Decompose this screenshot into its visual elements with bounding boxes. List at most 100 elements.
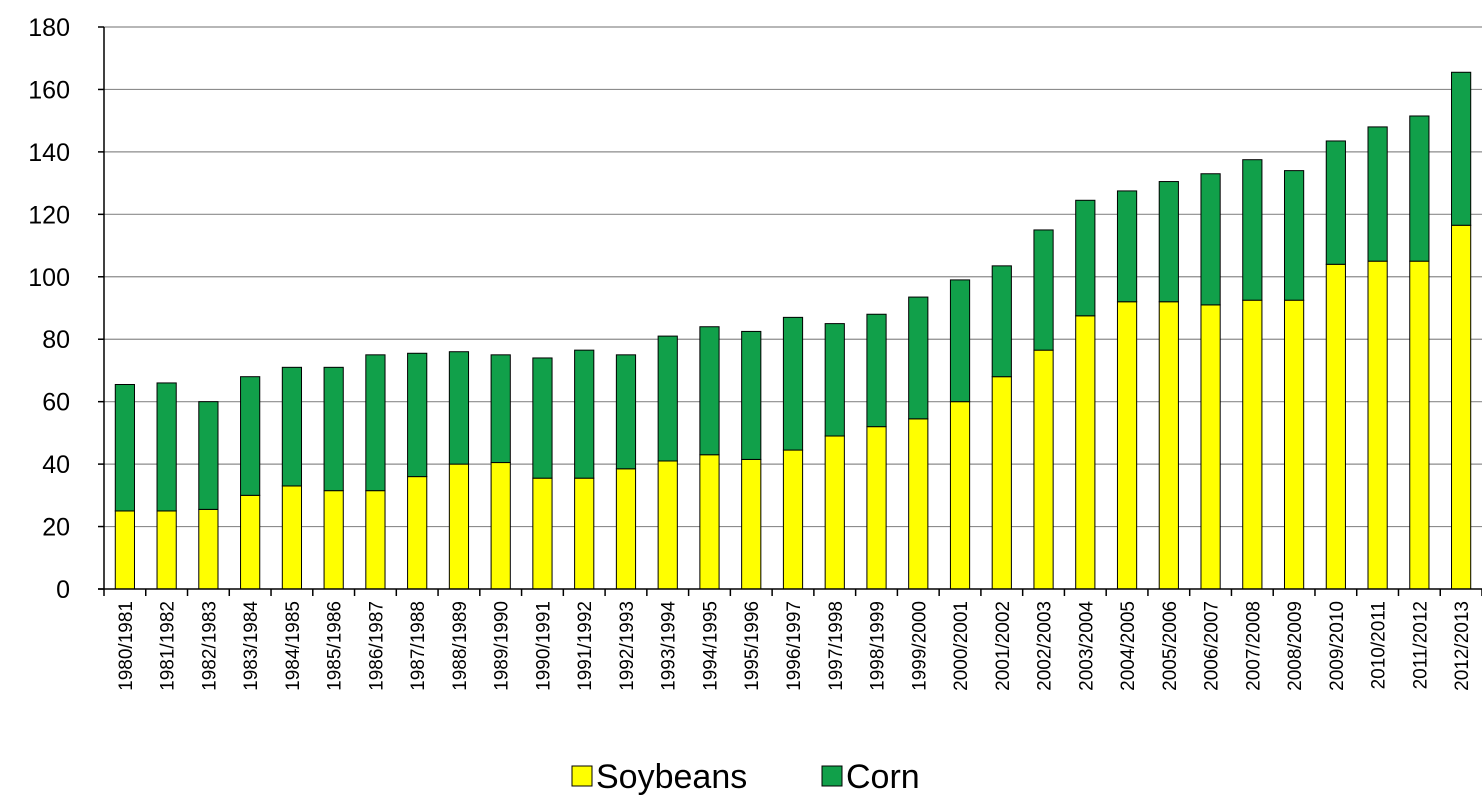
bar-corn	[490, 354, 511, 464]
bar-corn	[1200, 173, 1221, 306]
bar-soybeans	[1325, 263, 1346, 590]
y-tick-label: 80	[42, 326, 70, 354]
bar-corn	[365, 354, 386, 492]
x-tick-label: 1985/1986	[325, 601, 346, 691]
bar-soybeans	[866, 426, 887, 590]
bar-corn	[741, 330, 762, 460]
bar-corn	[1075, 199, 1096, 317]
bar-corn	[949, 279, 971, 403]
bar-corn	[699, 326, 720, 456]
x-tick-label: 2000/2001	[951, 601, 972, 691]
bar-soybeans	[1116, 301, 1138, 590]
bar-corn	[1158, 181, 1179, 303]
bar-corn	[1451, 71, 1472, 226]
x-tick-label: 2005/2006	[1160, 601, 1181, 691]
x-tick-label: 1997/1998	[826, 601, 847, 691]
x-tick-label: 2010/2011	[1369, 601, 1390, 689]
x-tick-label: 1980/1981	[116, 601, 137, 691]
x-tick-label: 1986/1987	[366, 601, 387, 691]
axes	[98, 26, 1482, 596]
x-tick-label: 2011/2012	[1410, 601, 1431, 689]
bar-corn	[824, 323, 845, 437]
x-tick-label: 2002/2003	[1035, 601, 1056, 691]
bar-soybeans	[615, 468, 637, 590]
bar-soybeans	[1158, 301, 1179, 590]
x-tick-label: 2001/2002	[993, 601, 1014, 691]
legend-swatch-corn	[821, 765, 843, 787]
bar-corn	[198, 401, 219, 510]
bar-corn	[1367, 126, 1388, 262]
x-tick-label: 2004/2005	[1118, 601, 1139, 691]
bar-soybeans	[323, 490, 344, 590]
legend: Soybeans Corn	[571, 758, 920, 796]
bar-soybeans	[1367, 260, 1388, 590]
y-tick-label: 60	[42, 389, 70, 417]
x-tick-label: 1988/1989	[450, 601, 471, 691]
x-tick-label: 1996/1997	[784, 601, 805, 691]
bar-soybeans	[1409, 260, 1430, 590]
bar-soybeans	[1242, 299, 1263, 590]
x-tick-label: 1995/1996	[742, 601, 763, 691]
bar-corn	[782, 316, 804, 451]
bar-soybeans	[782, 449, 804, 590]
bar-corn	[114, 383, 135, 512]
y-tick-label: 20	[42, 514, 70, 542]
x-tick-label: 2009/2010	[1327, 601, 1348, 691]
x-tick-label: 2003/2004	[1076, 601, 1097, 691]
x-tick-label: 1999/2000	[909, 601, 930, 691]
bar-soybeans	[532, 477, 553, 590]
bar-soybeans	[1451, 224, 1472, 590]
bar-corn	[281, 366, 303, 487]
bar-corn	[574, 349, 595, 479]
y-tick-label: 40	[42, 451, 70, 479]
bar-corn	[156, 382, 177, 512]
bar-soybeans	[657, 460, 678, 590]
bar-corn	[1242, 159, 1263, 301]
bar-soybeans	[281, 485, 303, 590]
bar-soybeans	[365, 490, 386, 590]
y-tick-label: 0	[56, 576, 70, 604]
x-tick-label: 1998/1999	[868, 601, 889, 691]
bar-corn	[1409, 115, 1430, 262]
bar-soybeans	[949, 401, 971, 590]
bar-soybeans	[574, 477, 595, 590]
bar-soybeans	[1075, 315, 1096, 590]
x-tick-label: 2012/2013	[1452, 601, 1473, 691]
bar-soybeans	[448, 463, 470, 590]
bar-soybeans	[991, 376, 1012, 590]
bar-soybeans	[1283, 299, 1305, 590]
x-tick-label: 1982/1983	[199, 601, 220, 691]
bar-corn	[908, 296, 929, 420]
bar-soybeans	[114, 510, 135, 590]
bar-soybeans	[741, 458, 762, 590]
bar-soybeans	[1200, 304, 1221, 590]
y-tick-label: 140	[28, 139, 70, 167]
x-tick-label: 1990/1991	[533, 601, 554, 691]
bar-corn	[532, 357, 553, 479]
y-tick-label: 180	[28, 14, 70, 42]
x-tick-label: 1992/1993	[617, 601, 638, 691]
x-tick-label: 1991/1992	[575, 601, 596, 691]
x-tick-labels: 1980/1981 1981/1982 1982/1983 1983/1984 1984…	[116, 601, 1473, 691]
x-tick-label: 1993/1994	[659, 601, 680, 691]
bar-corn	[1033, 229, 1054, 351]
y-tick-label: 160	[28, 76, 70, 104]
bar-corn	[407, 352, 428, 478]
bar-corn	[991, 265, 1012, 378]
x-tick-label: 1981/1982	[158, 601, 179, 691]
bar-corn	[657, 335, 678, 462]
bar-corn	[323, 366, 344, 492]
legend-swatch-soybeans	[571, 765, 593, 787]
bar-soybeans	[240, 494, 261, 590]
y-tick-label: 100	[28, 264, 70, 292]
bar-corn	[615, 354, 637, 470]
x-tick-label: 2007/2008	[1243, 601, 1264, 691]
bar-soybeans	[908, 418, 929, 590]
bar-corn	[1283, 170, 1305, 301]
bars	[114, 71, 1472, 590]
y-tick-label: 120	[28, 201, 70, 229]
bar-corn	[240, 376, 261, 496]
x-tick-label: 1987/1988	[408, 601, 429, 691]
